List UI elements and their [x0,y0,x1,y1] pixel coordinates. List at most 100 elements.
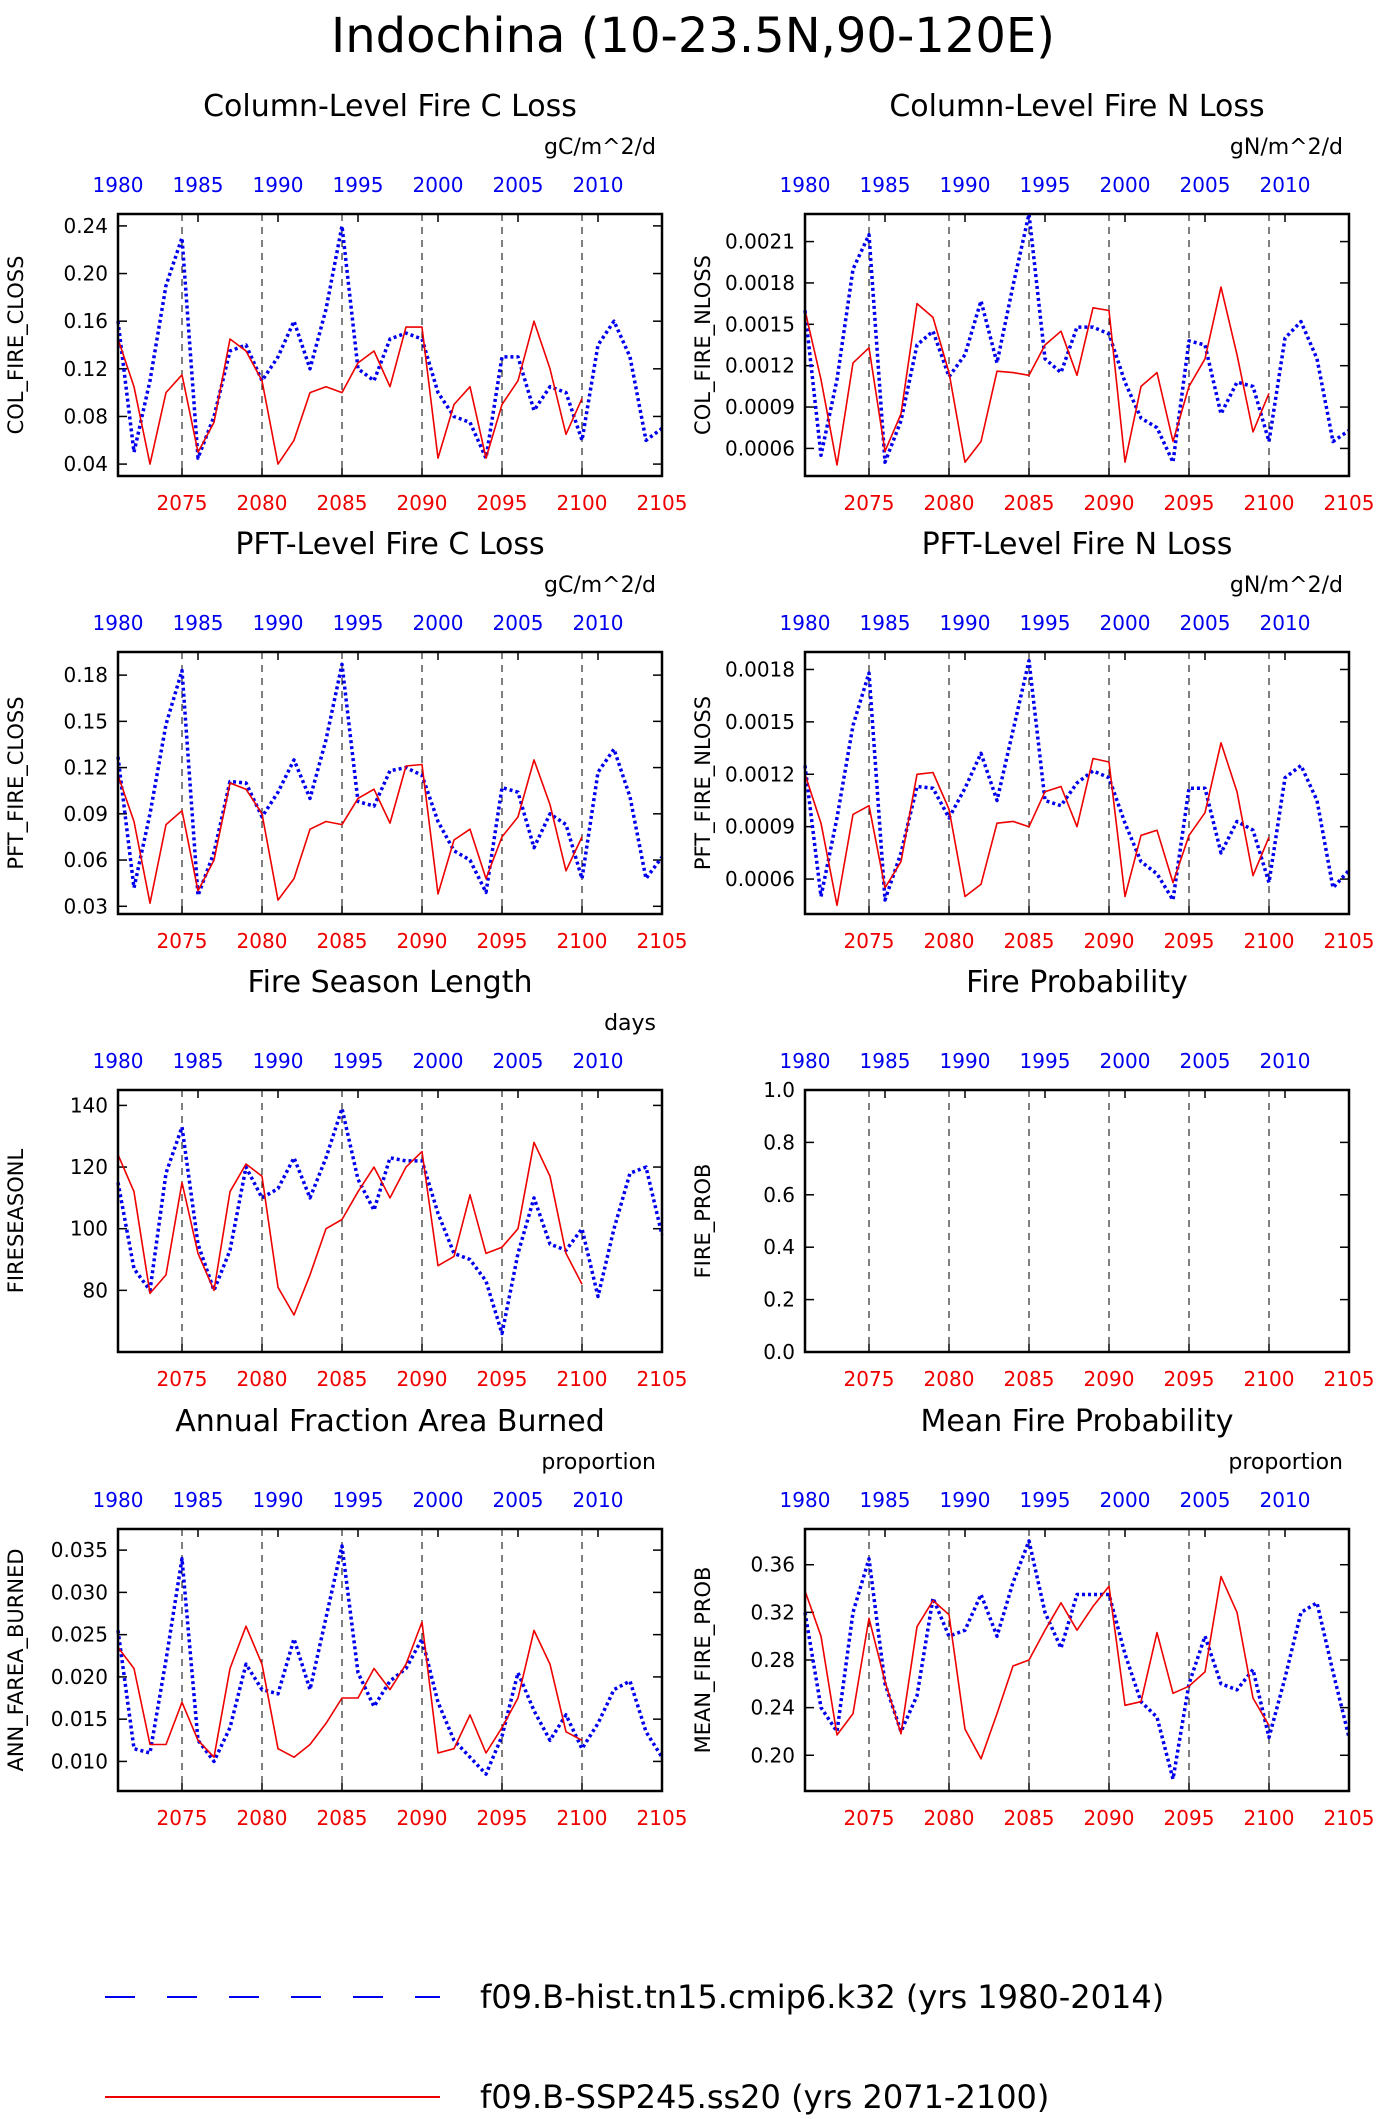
y-tick-label: 0.15 [63,709,108,733]
panels: Column-Level Fire C Loss gC/m^2/d 1980 1985… [4,89,1374,1830]
y-tick-label: 0.8 [763,1130,795,1154]
bottom-tick-label: 2085 [1004,491,1055,515]
y-axis-label: PFT_FIRE_CLOSS [4,696,29,869]
y-tick-label: 0.0012 [725,354,795,378]
series-line-hist [803,212,1350,464]
bottom-tick-label: 2090 [1084,491,1135,515]
bottom-tick-label: 2075 [844,1367,895,1391]
bottom-tick-label: 2090 [397,929,448,953]
y-axis-label: MEAN_FIRE_PROB [691,1567,716,1754]
top-tick-label: 1980 [780,611,831,635]
bottom-tick-label: 2100 [557,1806,608,1830]
top-tick-label: 1990 [940,611,991,635]
panel-4: PFT-Level Fire N Loss gN/m^2/d 1980 1985 199… [691,527,1374,953]
bottom-tick-label: 2085 [317,1367,368,1391]
y-tick-label: 0.12 [63,357,108,381]
y-tick-label: 0.20 [63,262,108,286]
panel-title: Fire Season Length [248,965,533,1000]
top-tick-label: 1990 [253,173,304,197]
y-tick-label: 0.24 [63,214,108,238]
panel-units: gC/m^2/d [544,135,656,160]
top-tick-label: 1980 [780,1488,831,1512]
bottom-tick-label: 2105 [1324,1367,1375,1391]
series-line-hist [803,658,1351,902]
y-tick-label: 0.03 [63,894,108,918]
plot-frame [803,1527,1351,1793]
y-tick-label: 120 [70,1155,108,1179]
bottom-tick-label: 2100 [557,491,608,515]
bottom-tick-label: 2075 [157,1367,208,1391]
y-axis-label: FIRE_PROB [691,1164,716,1279]
top-tick-label: 2010 [573,1488,624,1512]
y-tick-label: 0.0018 [725,657,795,681]
bottom-tick-label: 2095 [477,1806,528,1830]
legend-ssp-label: f09.B-SSP245.ss20 (yrs 2071-2100) [480,2078,1049,2116]
y-axis-label: COL_FIRE_CLOSS [4,256,29,435]
bottom-tick-label: 2095 [1164,1367,1215,1391]
bottom-tick-label: 2105 [637,929,688,953]
y-tick-label: 0.010 [51,1749,108,1773]
bottom-tick-label: 2090 [397,491,448,515]
bottom-tick-label: 2100 [557,929,608,953]
top-tick-label: 2000 [413,611,464,635]
top-tick-label: 1980 [93,1488,144,1512]
panel-7: Annual Fraction Area Burned proportion 198… [4,1404,687,1830]
y-tick-label: 0.18 [63,663,108,687]
bottom-tick-label: 2105 [1324,491,1375,515]
top-tick-label: 1985 [173,1488,224,1512]
panel-1: Column-Level Fire C Loss gC/m^2/d 1980 1985… [4,89,687,515]
bottom-tick-label: 2085 [1004,1367,1055,1391]
panel-title: Fire Probability [966,965,1188,1000]
panel-title: Column-Level Fire C Loss [203,89,577,124]
y-tick-label: 0.030 [51,1580,108,1604]
panel-title: PFT-Level Fire C Loss [235,527,544,562]
y-axis-label: ANN_FAREA_BURNED [4,1548,29,1771]
y-tick-label: 0.0012 [725,762,795,786]
bottom-tick-label: 2080 [237,929,288,953]
panel-6: Fire Probability 1980 1985 1990 1995 2000 2005… [691,965,1374,1391]
series-line-ssp [117,1621,583,1758]
top-tick-label: 1995 [333,611,384,635]
page-title: Indochina (10-23.5N,90-120E) [331,8,1055,64]
bottom-tick-label: 2100 [557,1367,608,1391]
bottom-tick-label: 2105 [637,1806,688,1830]
bottom-tick-label: 2075 [844,491,895,515]
top-tick-label: 2000 [413,1488,464,1512]
series-line-ssp [804,1575,1270,1760]
y-tick-label: 0.0006 [725,867,795,891]
bottom-tick-label: 2075 [844,1806,895,1830]
y-tick-label: 0.0015 [725,312,795,336]
y-axis-label: PFT_FIRE_NLOSS [691,696,716,870]
top-tick-label: 2005 [1180,1049,1231,1073]
y-tick-label: 80 [83,1278,108,1302]
bottom-tick-label: 2085 [1004,1806,1055,1830]
y-tick-label: 140 [70,1093,108,1117]
panel-units: gN/m^2/d [1230,573,1343,598]
bottom-tick-label: 2105 [637,491,688,515]
top-tick-label: 2010 [573,611,624,635]
bottom-tick-label: 2105 [1324,929,1375,953]
bottom-tick-label: 2105 [637,1367,688,1391]
top-tick-label: 2005 [493,173,544,197]
top-tick-label: 1980 [93,1049,144,1073]
top-tick-label: 1980 [93,173,144,197]
top-tick-label: 2000 [413,1049,464,1073]
y-tick-label: 0.0015 [725,710,795,734]
top-tick-label: 1990 [253,611,304,635]
top-tick-label: 1995 [333,173,384,197]
panel-units: days [604,1011,656,1036]
bottom-tick-label: 2085 [317,1806,368,1830]
plot-frame [116,1088,664,1354]
top-tick-label: 1990 [253,1488,304,1512]
bottom-tick-label: 2095 [477,1367,528,1391]
y-tick-label: 0.0021 [725,230,795,254]
series-line-ssp [117,1141,583,1316]
top-tick-label: 1985 [173,173,224,197]
plot-frame [803,650,1351,916]
plot-frame [803,1088,1351,1354]
panel-units: gN/m^2/d [1230,135,1343,160]
bottom-tick-label: 2080 [924,929,975,953]
y-tick-label: 100 [70,1217,108,1241]
top-tick-label: 1990 [940,1488,991,1512]
